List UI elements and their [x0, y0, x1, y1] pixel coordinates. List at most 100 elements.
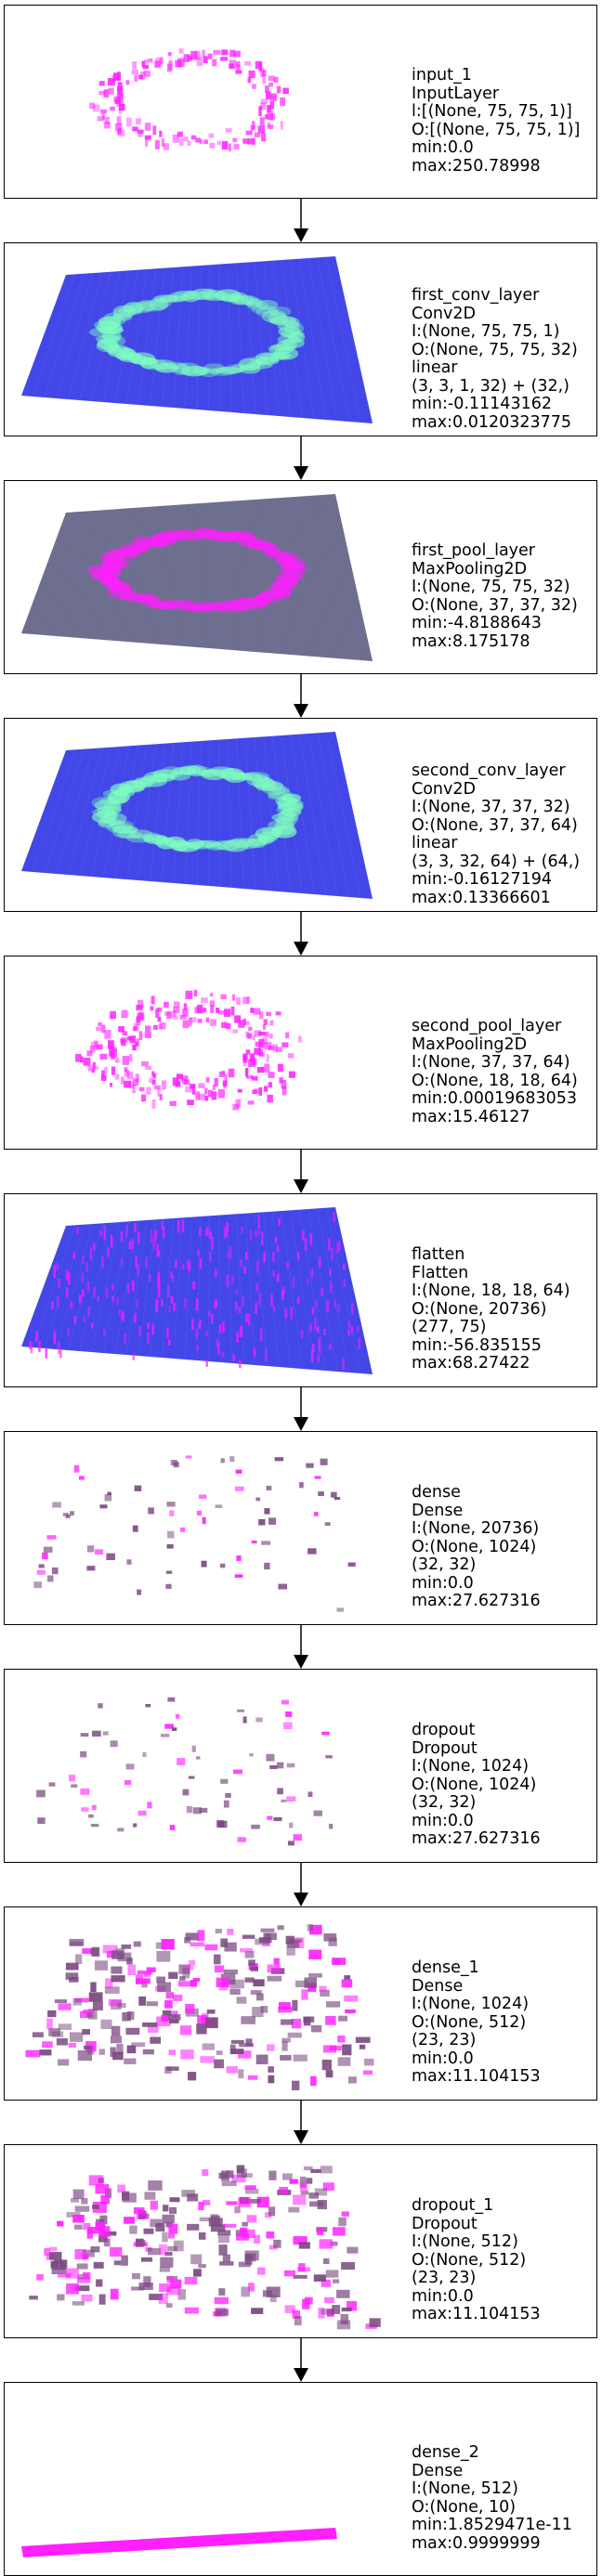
flow-arrow	[294, 2338, 308, 2382]
layer-name: first_pool_layer	[412, 541, 535, 560]
layer-box-second_pool_layer: second_pool_layer MaxPooling2D I:(None, 37…	[4, 956, 597, 1150]
layer-type: Dropout	[412, 2214, 478, 2233]
layer-detail: min:-4.8188643	[412, 614, 542, 632]
layer-detail: max:0.0120323775	[412, 412, 572, 432]
layer-info: dropout Dropout I:(None, 1024) O:(None, 102…	[412, 1721, 541, 1849]
layer-type: Dense	[412, 1501, 464, 1520]
layer-info: input_1 InputLayer l:[(None, 75, 75, 1)] O:…	[412, 66, 581, 176]
layer-detail: max:11.104153	[412, 2067, 541, 2086]
activation-render	[21, 494, 373, 661]
layer-visualization	[10, 11, 382, 193]
layer-info: second_pool_layer MaxPooling2D I:(None, 37…	[412, 1017, 578, 1126]
layer-name: dense_2	[412, 2443, 479, 2462]
flow-arrow	[294, 436, 308, 480]
layer-detail: I:(None, 1024)	[412, 1995, 530, 2013]
layer-visualization	[10, 1675, 382, 1857]
layer-detail: min:-0.11143162	[412, 395, 552, 413]
layer-detail: max:0.13366601	[412, 888, 551, 907]
layer-info: dense Dense I:(None, 20736) O:(None, 1024)(…	[412, 1483, 541, 1611]
activation-render	[89, 48, 289, 151]
layer-detail: I:(None, 75, 75, 32)	[412, 578, 570, 596]
layer-box-first_pool_layer: first_pool_layer MaxPooling2D I:(None, 75,…	[4, 480, 597, 674]
feature-plane	[21, 494, 373, 661]
layer-type: MaxPooling2D	[412, 1034, 528, 1054]
layer-info: first_conv_layer Conv2D I:(None, 75, 75, 1…	[412, 286, 578, 432]
layer-type: Dropout	[412, 1738, 478, 1758]
layer-detail: min:0.0	[412, 2286, 474, 2306]
layer-visualization	[10, 1913, 382, 2095]
activation-render	[21, 1207, 373, 1374]
layer-detail: max:15.46127	[412, 1107, 530, 1126]
activation-render	[75, 989, 302, 1111]
layer-info: second_conv_layer Conv2D I:(None, 37, 37, …	[412, 761, 581, 907]
layer-detail: min:-56.835155	[412, 1335, 542, 1355]
layer-name: second_pool_layer	[412, 1017, 562, 1035]
flow-arrow	[294, 912, 308, 956]
layer-detail: O:[(None, 75, 75, 1)]	[412, 120, 581, 139]
layer-info: dense_1 Dense I:(None, 1024) O:(None, 512)(…	[412, 1958, 541, 2087]
layer-detail: max:27.627316	[412, 1592, 541, 1610]
layer-box-second_conv_layer: second_conv_layer Conv2D I:(None, 37, 37, …	[4, 718, 597, 912]
activation-render	[29, 2165, 381, 2330]
layer-name: input_1	[412, 66, 472, 85]
layer-type: InputLayer	[412, 84, 500, 103]
layer-type: Conv2D	[412, 779, 476, 799]
layer-detail: max:68.27422	[412, 1354, 530, 1373]
activation-render	[21, 2528, 337, 2557]
layer-info: flatten Flatten I:(None, 18, 18, 64) O:(Non…	[412, 1245, 570, 1373]
layer-detail: I:(None, 1024)	[412, 1757, 530, 1776]
layer-visualization	[10, 724, 382, 906]
layer-detail: min:0.00019683053	[412, 1089, 578, 1108]
layer-detail: O:(None, 20736)	[412, 1299, 547, 1319]
layer-detail: O:(None, 1024)	[412, 1775, 537, 1794]
layer-detail: I:(None, 75, 75, 1)	[412, 322, 560, 341]
layer-visualization	[10, 962, 382, 1144]
layer-visualization	[10, 249, 382, 431]
layer-name: first_conv_layer	[412, 286, 540, 305]
layer-detail: min:0.0	[412, 1573, 474, 1593]
flow-arrow	[294, 1625, 308, 1669]
layer-detail: (277, 75)	[412, 1318, 487, 1336]
layer-visualization	[10, 1200, 382, 1382]
layer-detail: max:27.627316	[412, 1829, 541, 1848]
layer-detail: min:0.0	[412, 138, 474, 157]
flow-arrow	[294, 1150, 308, 1193]
layer-detail: I:(None, 512)	[412, 2232, 518, 2251]
layer-detail: O:(None, 75, 75, 32)	[412, 340, 578, 359]
layer-detail: min:-0.16127194	[412, 870, 552, 889]
layer-detail: O:(None, 37, 37, 64)	[412, 815, 578, 835]
layer-type: Conv2D	[412, 304, 476, 323]
layer-info: first_pool_layer MaxPooling2D I:(None, 75,…	[412, 541, 578, 651]
layer-visualization	[10, 2151, 382, 2333]
layer-detail: (23, 23)	[412, 2031, 477, 2049]
layer-visualization	[10, 487, 382, 669]
layer-type: Flatten	[412, 1263, 469, 1282]
layer-name: flatten	[412, 1245, 465, 1264]
layer-type: Dense	[412, 2461, 464, 2480]
layer-detail: max:11.104153	[412, 2305, 541, 2323]
layer-detail: (23, 23)	[412, 2269, 477, 2287]
layer-box-first_conv_layer: first_conv_layer Conv2D I:(None, 75, 75, 1…	[4, 242, 597, 436]
layer-detail: I:(None, 512)	[412, 2479, 518, 2498]
layer-detail: max:250.78998	[412, 156, 541, 176]
flow-arrow	[294, 1863, 308, 1906]
layer-detail: I:(None, 20736)	[412, 1519, 540, 1538]
layer-name: dense	[412, 1483, 461, 1502]
flow-arrow	[294, 199, 308, 242]
layer-detail: max:8.175178	[412, 631, 530, 651]
layer-detail: O:(None, 10)	[412, 2497, 517, 2517]
activation-render	[36, 1697, 334, 1846]
activation-render	[21, 256, 373, 423]
layer-name: dropout_1	[412, 2196, 494, 2215]
layer-detail: O:(None, 37, 37, 32)	[412, 595, 578, 615]
layer-type: Dense	[412, 1976, 464, 1996]
layer-name: second_conv_layer	[412, 761, 566, 780]
layer-info: dense_2 Dense I:(None, 512) O:(None, 10) min…	[412, 2443, 572, 2553]
flow-arrow	[294, 1387, 308, 1431]
layer-detail: min:0.0	[412, 2049, 474, 2068]
layer-name: dropout	[412, 1721, 476, 1739]
layer-detail: O:(None, 512)	[412, 2012, 527, 2032]
layer-detail: (3, 3, 32, 64) + (64,)	[412, 852, 581, 871]
layer-box-dense: dense Dense I:(None, 20736) O:(None, 1024)(…	[4, 1431, 597, 1625]
layer-detail: I:(None, 37, 37, 32)	[412, 798, 570, 816]
